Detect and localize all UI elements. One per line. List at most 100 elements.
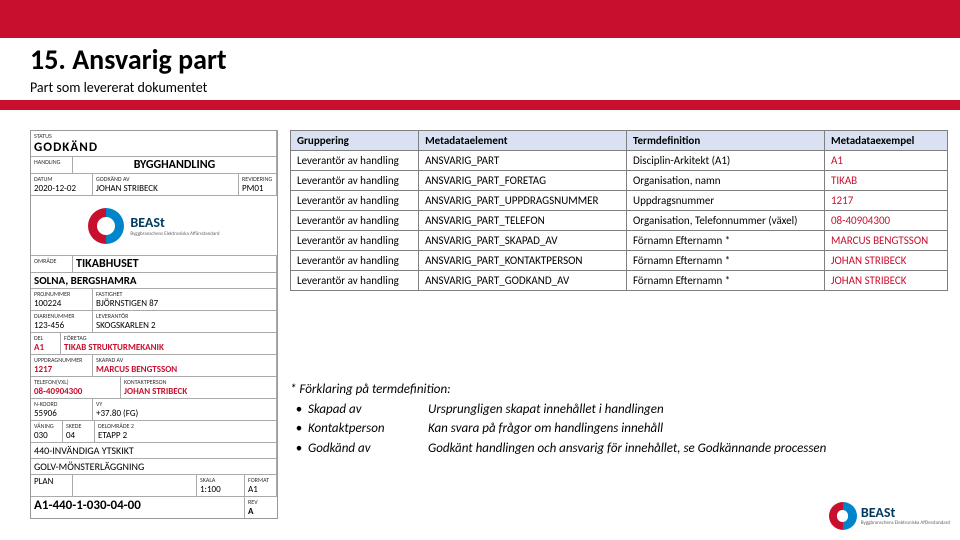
proj-value: 100224 <box>34 298 89 309</box>
kontakt-label: KONTAKTPERSON <box>124 378 273 386</box>
benamning1: 440-INVÄNDIGA YTSKIKT <box>34 444 273 457</box>
vykod-value: 030 <box>34 430 59 441</box>
footnote-row: •KontaktpersonKan svara på frågor om han… <box>290 419 826 439</box>
beast-swirl-icon <box>88 208 124 244</box>
document-form-preview: STATUSGODKÄND HANDLINGBYGGHANDLING DATUM… <box>30 130 278 519</box>
delomrade-value: ETAPP 2 <box>98 430 273 441</box>
corner-logo-sub: Byggbranschens Elektroniska Affärsstanda… <box>861 520 950 526</box>
table-cell: Disciplin-Arkitekt (A1) <box>627 151 825 171</box>
date-value: 2020-12-02 <box>34 183 89 194</box>
footnote-term: Godkänd av <box>308 439 428 459</box>
table-row: Leverantör av handlingANSVARIG_PART_TELE… <box>291 211 948 231</box>
uppdrag-value: 1217 <box>34 364 89 375</box>
skede-value: 04 <box>66 430 91 441</box>
skede-label: SKEDE <box>66 422 91 430</box>
footnote-intro: * Förklaring på termdefinition: <box>290 380 826 400</box>
table-cell: 08-40904300 <box>824 211 947 231</box>
table-cell: TIKAB <box>824 171 947 191</box>
table-cell: Organisation, namn <box>627 171 825 191</box>
title-text: Ansvarig part <box>72 42 226 77</box>
corner-swirl-icon <box>829 502 857 530</box>
omrade-value: TIKABHUSET <box>76 257 273 271</box>
tel-label: TELEFON(VXL) <box>34 378 117 386</box>
header-bar-top <box>0 0 960 38</box>
fastighet-value: BJÖRNSTIGEN 87 <box>96 298 273 309</box>
beast-sub: Byggbranschens Elektroniska Affärsstanda… <box>130 231 219 237</box>
diar-label: DIARIENUMMER <box>34 312 89 320</box>
table-cell: ANSVARIG_PART_FORETAG <box>419 171 627 191</box>
footnote-row: •Skapad avUrsprungligen skapat innehålle… <box>290 400 826 420</box>
godkand-label: GODKÄND AV <box>96 175 235 183</box>
table-cell: JOHAN STRIBECK <box>824 271 947 291</box>
revval: A <box>248 506 274 517</box>
plan-label: PLAN <box>34 476 69 487</box>
table-row: Leverantör av handlingANSVARIG_PART_GODK… <box>291 271 948 291</box>
status-value: GODKÄND <box>34 140 273 155</box>
footnote-term: Kontaktperson <box>308 419 428 439</box>
foretag-value: TIKAB STRUKTURMEKANIK <box>64 342 273 353</box>
kontakt-value: JOHAN STRIBECK <box>124 386 273 397</box>
metadata-table: Gruppering Metadataelement Termdefinitio… <box>290 130 948 291</box>
table-cell: ANSVARIG_PART <box>419 151 627 171</box>
title-number: 15. <box>30 42 66 77</box>
footnote-block: * Förklaring på termdefinition: •Skapad … <box>290 380 826 458</box>
beast-logo-area: BEASt Byggbranschens Elektroniska Affärs… <box>31 196 277 256</box>
col-metadataelement: Metadataelement <box>419 131 627 151</box>
table-row: Leverantör av handlingANSVARIG_PART_SKAP… <box>291 231 948 251</box>
table-cell: Leverantör av handling <box>291 191 419 211</box>
status-label: STATUS <box>34 132 273 140</box>
title-block: 15. Ansvarig part Part som levererat dok… <box>30 42 227 96</box>
bullet-icon: • <box>290 419 308 439</box>
col-termdefinition: Termdefinition <box>627 131 825 151</box>
slide-title: 15. Ansvarig part <box>30 42 227 77</box>
table-cell: Leverantör av handling <box>291 251 419 271</box>
table-cell: Förnamn Efternamn * <box>627 251 825 271</box>
table-row: Leverantör av handlingANSVARIG_PART_UPPD… <box>291 191 948 211</box>
omrade-label: OMRÅDE <box>34 257 69 265</box>
corner-logo: BEASt Byggbranschens Elektroniska Affärs… <box>829 502 950 530</box>
table-cell: ANSVARIG_PART_GODKAND_AV <box>419 271 627 291</box>
format-value: A1 <box>248 484 273 495</box>
table-cell: ANSVARIG_PART_SKAPAD_AV <box>419 231 627 251</box>
disc-value: A1 <box>34 342 57 353</box>
foretag-label: FÖRETAG <box>64 334 273 342</box>
slide-subtitle: Part som levererat dokumentet <box>30 79 227 96</box>
table-cell: Leverantör av handling <box>291 231 419 251</box>
benamning2: GOLV-MÖNSTERLÄGGNING <box>34 460 273 473</box>
proj-label: PROJNUMMER <box>34 290 89 298</box>
skapad-label: SKAPAD AV <box>96 356 273 364</box>
table-cell: ANSVARIG_PART_KONTAKTPERSON <box>419 251 627 271</box>
table-cell: Förnamn Efternamn * <box>627 231 825 251</box>
table-cell: Organisation, Telefonnummer (växel) <box>627 211 825 231</box>
table-cell: Förnamn Efternamn * <box>627 271 825 291</box>
delomrade-label: DELOMRÅDE 2 <box>98 422 273 430</box>
date-label: DATUM <box>34 175 89 183</box>
table-cell: Uppdragsnummer <box>627 191 825 211</box>
table-row: Leverantör av handlingANSVARIG_PARTDisci… <box>291 151 948 171</box>
nummer-value: A1-440-1-030-04-00 <box>34 498 241 513</box>
table-cell: Leverantör av handling <box>291 271 419 291</box>
skapad-value: MARCUS BENGTSSON <box>96 364 273 375</box>
table-cell: A1 <box>824 151 947 171</box>
tel-value: 08-40904300 <box>34 386 117 397</box>
format-label: FORMAT <box>248 476 273 484</box>
uppdrag-label: UPPDRAGNUMMER <box>34 356 89 364</box>
header-bar-under <box>0 100 960 110</box>
beast-title: BEASt <box>130 214 219 231</box>
bullet-icon: • <box>290 400 308 420</box>
skala-label: SKALA <box>200 476 241 484</box>
disc-label: DEL <box>34 334 57 342</box>
table-row: Leverantör av handlingANSVARIG_PART_FORE… <box>291 171 948 191</box>
table-cell: 1217 <box>824 191 947 211</box>
rev-label: REVIDERING <box>242 175 273 183</box>
table-row: Leverantör av handlingANSVARIG_PART_KONT… <box>291 251 948 271</box>
footnote-term: Skapad av <box>308 400 428 420</box>
table-cell: MARCUS BENGTSSON <box>824 231 947 251</box>
fastighet-label: FASTIGHET <box>96 290 273 298</box>
rev-value: PM01 <box>242 183 273 194</box>
footnote-def: Kan svara på frågor om handlingens inneh… <box>428 419 663 439</box>
lev-label: LEVERANTÖR <box>96 312 273 320</box>
table-cell: JOHAN STRIBECK <box>824 251 947 271</box>
koord-label: N-KOORD <box>34 400 89 408</box>
bullet-icon: • <box>290 439 308 459</box>
